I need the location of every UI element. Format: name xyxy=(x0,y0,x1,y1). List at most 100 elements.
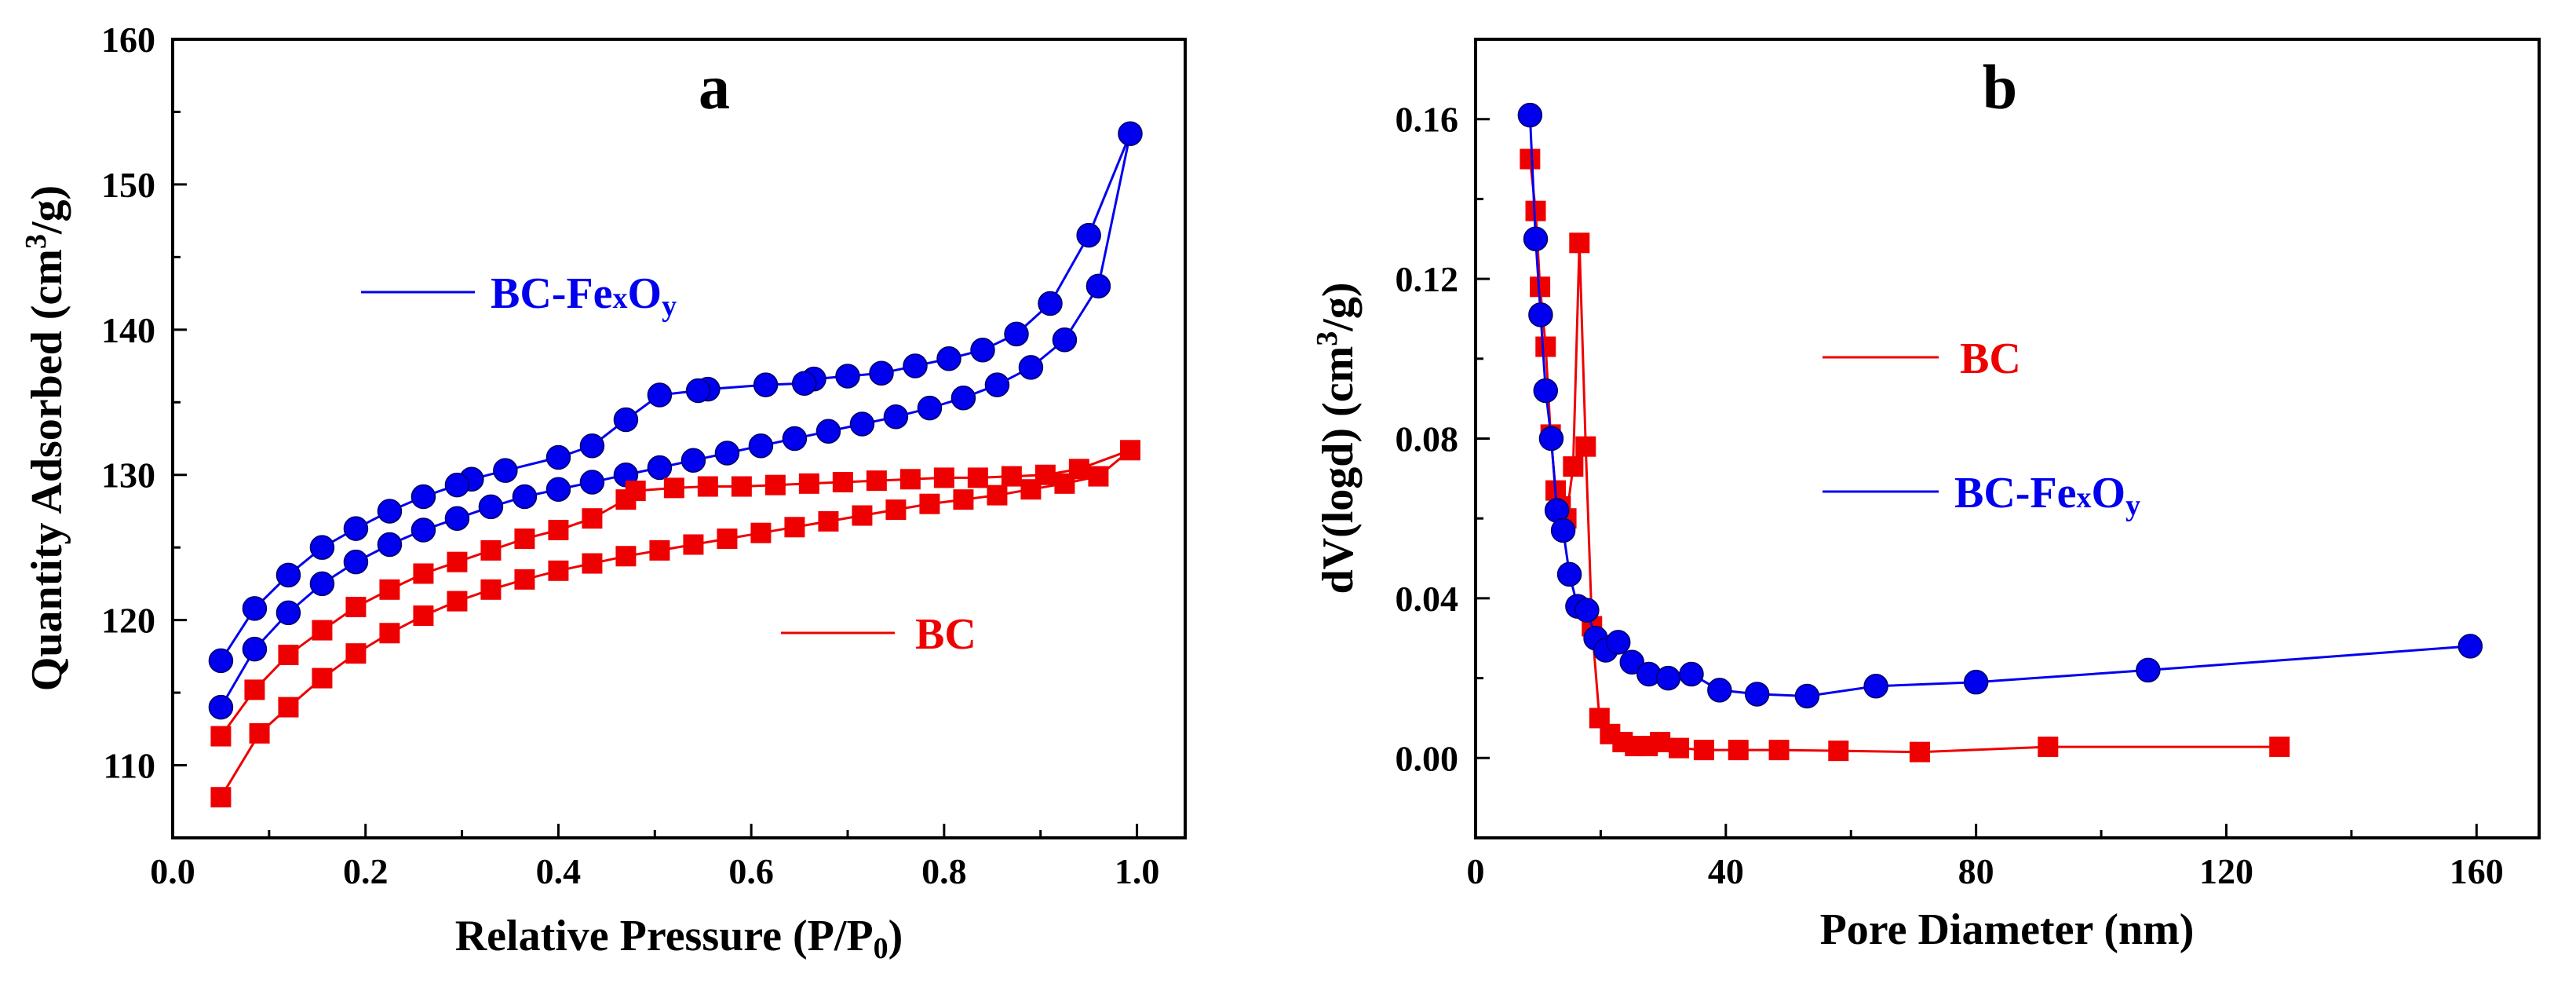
point-a-1-0 xyxy=(210,787,232,808)
point-a-0-34 xyxy=(869,360,894,386)
point-b-1-19 xyxy=(1794,683,1820,709)
point-a-1-30 xyxy=(1001,466,1022,487)
point-a-0-23 xyxy=(984,372,1010,397)
point-a-1-44 xyxy=(548,519,569,540)
legend-b-bc-label: BC xyxy=(1960,335,2021,383)
point-b-1-13 xyxy=(1619,649,1645,675)
point-b-1-18 xyxy=(1744,682,1770,707)
panel-b-y-axis-title: dV(logd) (cm3/g) xyxy=(1311,283,1363,594)
point-a-0-3 xyxy=(309,571,335,597)
point-a-0-10 xyxy=(545,477,571,502)
point-a-0-37 xyxy=(791,371,817,396)
point-a-1-50 xyxy=(345,596,367,617)
point-a-0-43 xyxy=(579,433,605,459)
point-a-1-37 xyxy=(764,474,786,496)
point-b-0-8 xyxy=(1563,456,1584,477)
point-a-0-35 xyxy=(835,364,860,389)
series-line-b-1 xyxy=(1528,115,2471,698)
point-a-1-21 xyxy=(919,493,940,514)
point-a-0-9 xyxy=(512,484,538,510)
point-b-1-12 xyxy=(1605,630,1631,655)
panel-b-plot-frame xyxy=(1474,38,2541,839)
point-b-0-21 xyxy=(1768,740,1790,761)
point-a-1-2 xyxy=(278,697,299,718)
y-tick-label-b-1: 0.04 xyxy=(1396,579,1459,619)
point-a-1-23 xyxy=(987,485,1008,506)
panel-b-axes: 0 40 80 120 160 0.00 0.04 0.08 0.12 0.16 xyxy=(1396,100,2504,891)
point-b-0-22 xyxy=(1828,741,1849,762)
panel-a-label: a xyxy=(699,53,730,123)
y-tick-label-a-0: 110 xyxy=(104,746,155,786)
point-b-1-23 xyxy=(2457,634,2483,659)
point-a-0-24 xyxy=(1018,355,1044,380)
panel-b-label: b xyxy=(1983,53,2018,123)
panel-b-legend: BC BC-FexOy xyxy=(1823,335,2140,522)
point-a-0-54 xyxy=(208,648,234,674)
x-tick-label-a-5: 1.0 xyxy=(1115,851,1160,891)
point-a-0-0 xyxy=(208,694,234,720)
point-a-0-49 xyxy=(377,499,403,524)
panel-a-legend: BC-FexOy BC xyxy=(361,269,976,659)
y-tick-label-a-2: 130 xyxy=(101,455,155,496)
point-a-1-19 xyxy=(852,505,873,526)
point-a-1-18 xyxy=(818,510,839,532)
point-a-0-48 xyxy=(410,484,436,510)
point-a-0-27 xyxy=(1118,121,1143,146)
point-b-0-18 xyxy=(1669,737,1690,759)
x-tick-label-a-0: 0.0 xyxy=(150,851,195,891)
point-a-1-36 xyxy=(798,473,819,494)
legend-a-bc-label: BC xyxy=(915,610,976,659)
panel-a-plot-frame xyxy=(171,38,1187,839)
point-a-1-12 xyxy=(615,546,637,567)
series-line-a-0 xyxy=(220,133,1132,708)
point-a-0-28 xyxy=(1076,222,1101,248)
legend-b-bcfe-label: BC-FexOy xyxy=(1954,469,2140,522)
point-a-1-49 xyxy=(379,579,400,600)
point-a-1-14 xyxy=(683,534,704,555)
y-tick-label-b-3: 0.12 xyxy=(1396,259,1459,299)
panel-b: b 0 40 80 120 160 0.00 0.04 0.08 0.12 0.16 BC BC-… xyxy=(1311,38,2541,954)
point-a-1-28 xyxy=(1068,459,1089,480)
point-a-1-3 xyxy=(312,667,333,689)
panel-a-y-axis-title: Quantity Adsorbed (cm3/g) xyxy=(20,185,71,691)
point-b-0-24 xyxy=(2038,737,2059,758)
y-tick-label-a-5: 160 xyxy=(101,20,155,60)
legend-a-bcfe-label: BC-FexOy xyxy=(491,269,677,323)
point-b-0-9 xyxy=(1569,232,1590,254)
point-a-1-51 xyxy=(312,620,333,641)
point-a-1-17 xyxy=(784,517,805,538)
point-a-1-42 xyxy=(615,489,637,510)
x-tick-label-b-0: 0 xyxy=(1467,851,1485,891)
x-tick-label-a-1: 0.2 xyxy=(343,851,389,891)
point-a-0-45 xyxy=(493,458,518,483)
point-a-0-1 xyxy=(242,636,268,662)
point-a-0-25 xyxy=(1052,327,1078,353)
point-a-0-14 xyxy=(680,448,706,473)
point-b-1-17 xyxy=(1707,678,1732,703)
point-a-0-50 xyxy=(343,516,369,541)
point-a-0-40 xyxy=(685,378,711,404)
point-a-0-8 xyxy=(478,494,504,520)
point-a-0-21 xyxy=(917,395,943,421)
point-a-0-22 xyxy=(950,385,976,411)
x-tick-label-a-2: 0.4 xyxy=(536,851,582,891)
x-tick-label-b-3: 120 xyxy=(2199,851,2253,891)
point-a-0-44 xyxy=(545,444,571,470)
point-a-0-17 xyxy=(782,426,808,452)
point-a-1-54 xyxy=(210,726,232,747)
point-b-1-16 xyxy=(1679,661,1704,687)
point-a-1-27 xyxy=(1119,440,1140,461)
y-tick-label-b-2: 0.08 xyxy=(1396,419,1459,459)
point-a-1-6 xyxy=(413,605,434,627)
x-tick-label-a-4: 0.8 xyxy=(921,851,967,891)
point-b-0-0 xyxy=(1520,148,1541,170)
point-b-1-1 xyxy=(1523,226,1549,251)
point-a-1-48 xyxy=(413,563,434,584)
point-a-1-31 xyxy=(967,467,988,488)
point-b-1-22 xyxy=(2136,657,2161,683)
point-b-0-25 xyxy=(2269,737,2290,758)
y-tick-label-a-1: 120 xyxy=(101,601,155,641)
point-a-0-52 xyxy=(275,562,301,588)
x-tick-label-a-3: 0.6 xyxy=(728,851,774,891)
point-a-1-9 xyxy=(514,569,535,590)
